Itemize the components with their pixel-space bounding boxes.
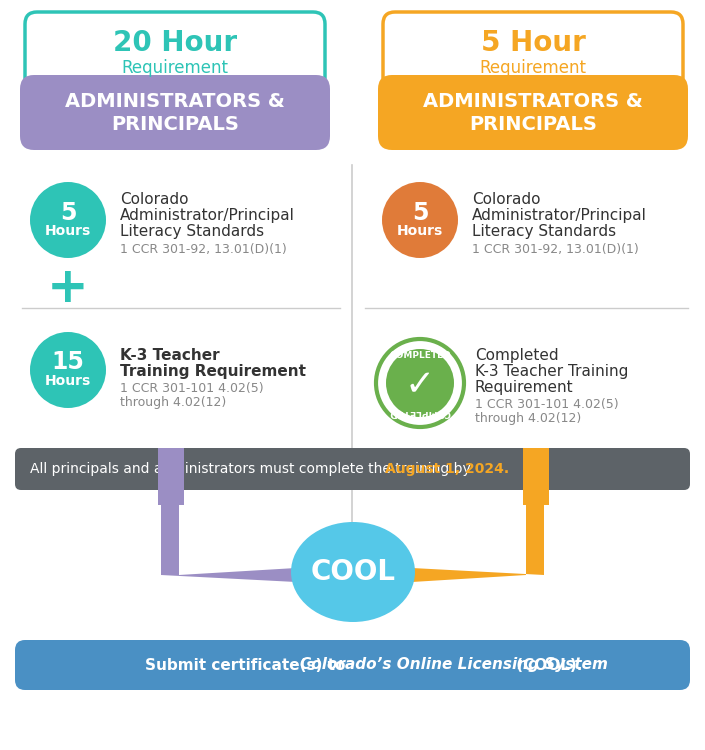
FancyBboxPatch shape: [523, 448, 549, 505]
Text: Requirement: Requirement: [475, 380, 574, 395]
Text: 1 CCR 301-101 4.02(5): 1 CCR 301-101 4.02(5): [475, 398, 618, 411]
Circle shape: [376, 339, 464, 427]
Text: Requirement: Requirement: [479, 59, 587, 77]
Text: 1 CCR 301-101 4.02(5): 1 CCR 301-101 4.02(5): [120, 382, 264, 395]
Text: Hours: Hours: [45, 374, 91, 388]
Text: Colorado: Colorado: [120, 192, 188, 207]
Text: COMPLETED: COMPLETED: [389, 409, 451, 418]
Ellipse shape: [291, 522, 415, 622]
Circle shape: [30, 332, 106, 408]
Text: COOL: COOL: [310, 558, 396, 586]
Text: 1 CCR 301-92, 13.01(D)(1): 1 CCR 301-92, 13.01(D)(1): [120, 243, 287, 256]
Text: Administrator/Principal: Administrator/Principal: [120, 208, 295, 223]
PathPatch shape: [390, 490, 544, 582]
Text: Administrator/Principal: Administrator/Principal: [472, 208, 647, 223]
Text: Literacy Standards: Literacy Standards: [472, 224, 616, 239]
Circle shape: [30, 182, 106, 258]
Text: 5 Hour: 5 Hour: [481, 29, 585, 57]
Text: COMPLETED: COMPLETED: [389, 350, 451, 359]
Text: Hours: Hours: [397, 224, 443, 238]
Text: Colorado: Colorado: [472, 192, 541, 207]
FancyBboxPatch shape: [378, 75, 688, 150]
FancyBboxPatch shape: [20, 75, 330, 150]
FancyBboxPatch shape: [25, 12, 325, 90]
FancyBboxPatch shape: [158, 448, 184, 505]
Text: Completed: Completed: [475, 348, 558, 363]
Text: K-3 Teacher Training: K-3 Teacher Training: [475, 364, 628, 379]
Text: 15: 15: [51, 350, 85, 374]
FancyBboxPatch shape: [15, 448, 690, 490]
Text: August 1, 2024.: August 1, 2024.: [385, 462, 509, 476]
Text: 1 CCR 301-92, 13.01(D)(1): 1 CCR 301-92, 13.01(D)(1): [472, 243, 639, 256]
Text: through 4.02(12): through 4.02(12): [120, 396, 226, 409]
Text: ADMINISTRATORS &
PRINCIPALS: ADMINISTRATORS & PRINCIPALS: [423, 92, 643, 134]
Text: (COOL).: (COOL).: [511, 658, 582, 673]
Text: 5: 5: [412, 201, 428, 225]
PathPatch shape: [161, 490, 318, 582]
Text: 5: 5: [60, 201, 76, 225]
Text: Requirement: Requirement: [121, 59, 228, 77]
Text: Colorado’s Online Licensing System: Colorado’s Online Licensing System: [300, 658, 608, 673]
Circle shape: [382, 182, 458, 258]
FancyBboxPatch shape: [15, 640, 690, 690]
Text: Literacy Standards: Literacy Standards: [120, 224, 264, 239]
Text: +: +: [47, 264, 89, 312]
Text: through 4.02(12): through 4.02(12): [475, 412, 581, 425]
Text: 20 Hour: 20 Hour: [113, 29, 237, 57]
Text: Hours: Hours: [45, 224, 91, 238]
Text: ADMINISTRATORS &
PRINCIPALS: ADMINISTRATORS & PRINCIPALS: [65, 92, 285, 134]
Text: All principals and administrators must complete the training by: All principals and administrators must c…: [30, 462, 475, 476]
Text: Training Requirement: Training Requirement: [120, 364, 306, 379]
Text: ✓: ✓: [405, 368, 435, 402]
FancyBboxPatch shape: [383, 12, 683, 90]
Circle shape: [386, 349, 454, 417]
Text: Submit certificate(s) to: Submit certificate(s) to: [145, 658, 351, 673]
Text: K-3 Teacher: K-3 Teacher: [120, 348, 220, 363]
